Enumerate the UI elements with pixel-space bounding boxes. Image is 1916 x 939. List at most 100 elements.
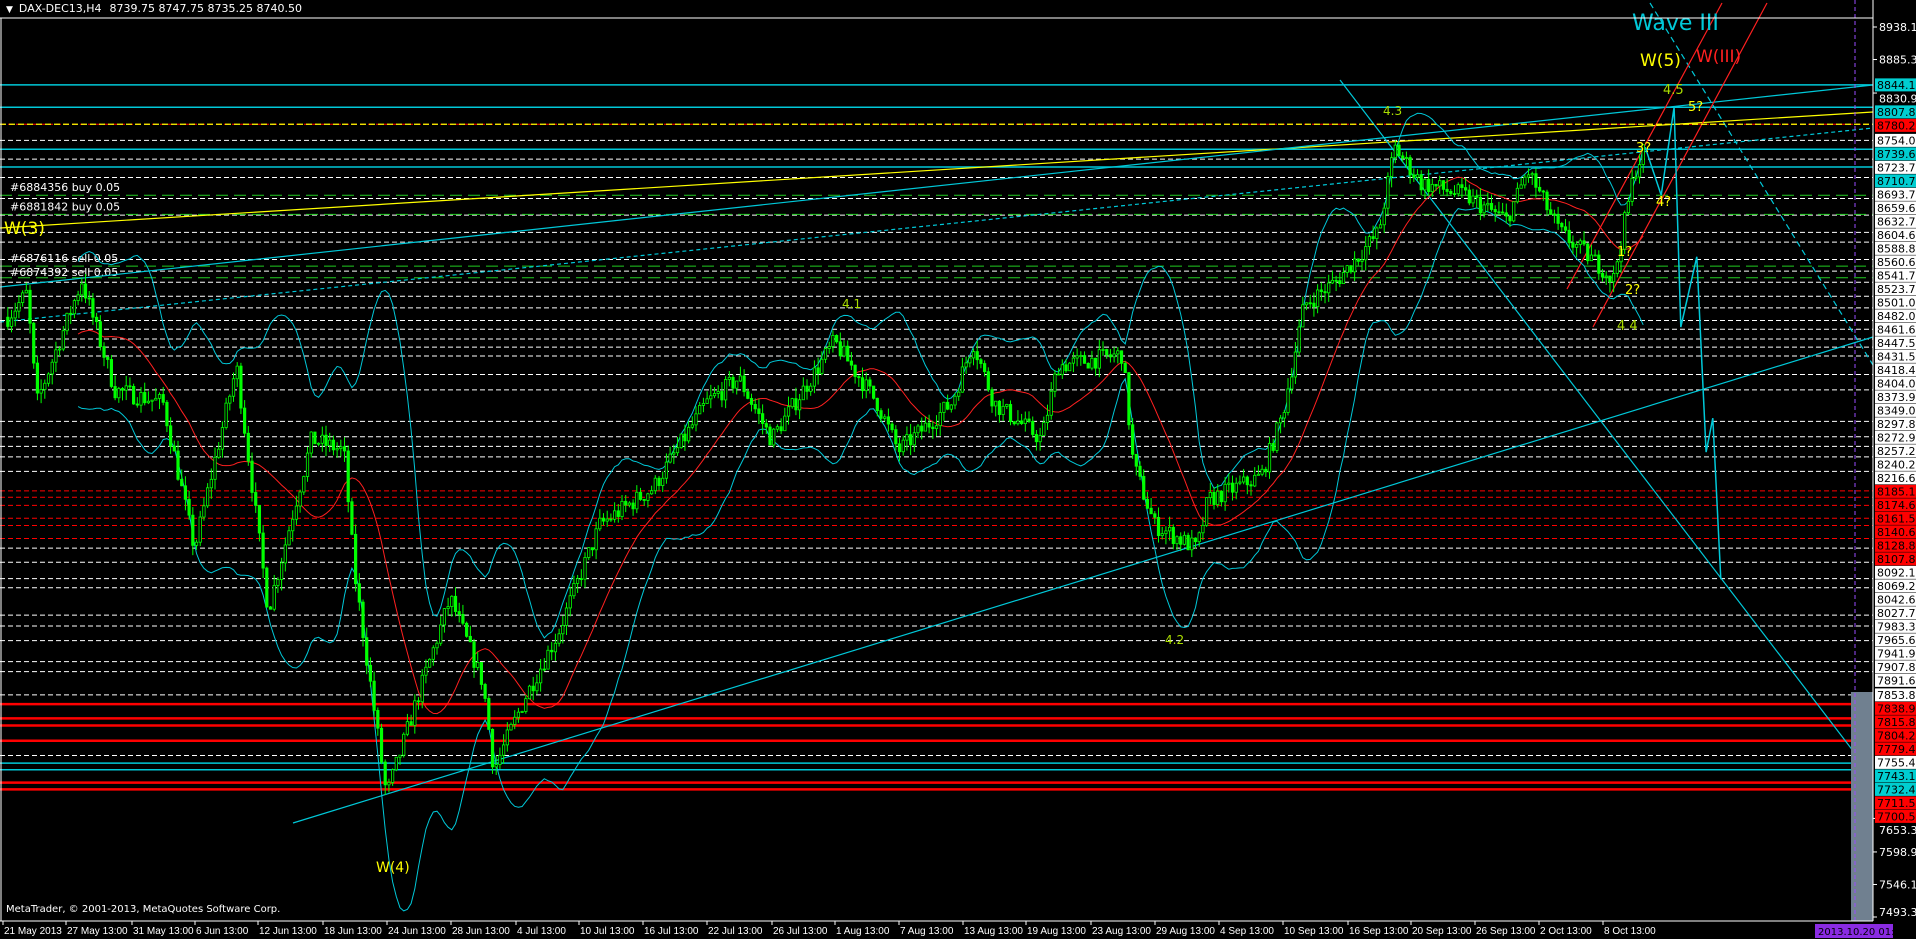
- price-tick-label: 8938.10: [1879, 21, 1916, 34]
- candle: [968, 357, 972, 364]
- candle: [653, 477, 657, 492]
- candle: [971, 351, 976, 359]
- candle: [642, 499, 646, 501]
- price-level-box: [1875, 782, 1916, 796]
- candle: [1501, 211, 1505, 214]
- price-level-box: [1875, 444, 1916, 458]
- candle: [846, 345, 850, 362]
- trendlines: [0, 2, 1874, 824]
- candle: [1127, 372, 1131, 426]
- trendline: [0, 111, 1874, 229]
- price-level-label: 8216.62: [1877, 472, 1916, 485]
- candle: [1549, 209, 1553, 215]
- price-level-box: [1875, 742, 1916, 756]
- price-level-box: [1875, 133, 1916, 147]
- candle: [590, 547, 595, 551]
- candle: [268, 606, 273, 610]
- candle: [1057, 373, 1061, 376]
- candle: [294, 505, 299, 520]
- price-level-label: 8723.70: [1877, 161, 1916, 174]
- candle: [964, 362, 968, 368]
- time-tick-label: 20 Sep 13:00: [1412, 926, 1472, 937]
- candle: [472, 641, 476, 668]
- bollinger-bands: [77, 112, 1644, 912]
- time-tick-label: 2 Oct 13:00: [1540, 926, 1592, 937]
- candle: [1219, 490, 1224, 503]
- candle: [687, 426, 691, 442]
- candle: [635, 491, 639, 510]
- candle: [1504, 212, 1508, 217]
- candle: [894, 429, 898, 445]
- dropdown-triangle-icon[interactable]: ▼: [6, 5, 13, 15]
- candle: [235, 365, 239, 380]
- candle: [1160, 533, 1164, 537]
- candle: [476, 662, 480, 668]
- wave-label: 1?: [1617, 245, 1632, 260]
- horizontal-levels: #6884356 buy 0.05 #6881842 buy 0.05 #68761…: [0, 84, 1873, 791]
- candle: [1497, 211, 1501, 214]
- candle: [927, 422, 931, 428]
- candle: [231, 378, 236, 397]
- candle: [342, 446, 347, 452]
- price-level-label: 7853.86: [1877, 689, 1916, 702]
- candle: [953, 395, 957, 406]
- candle: [1567, 229, 1571, 244]
- candle: [1049, 390, 1053, 416]
- price-tick-label: 8830.90: [1879, 92, 1916, 105]
- candle: [1116, 350, 1120, 355]
- candle: [135, 403, 139, 406]
- price-level-box: [1875, 565, 1916, 579]
- candle: [527, 685, 532, 700]
- candle: [842, 345, 846, 357]
- price-level-box: [1875, 673, 1916, 687]
- candle: [1145, 498, 1150, 509]
- candle: [1526, 174, 1531, 178]
- price-level-label: 8161.57: [1877, 512, 1916, 525]
- candle: [468, 635, 472, 643]
- candle: [61, 330, 65, 350]
- candle: [368, 664, 373, 682]
- price-level-label: 8431.59: [1877, 350, 1916, 363]
- price-level-label: 8128.80: [1877, 539, 1916, 552]
- price-level-label: 8349.01: [1877, 404, 1916, 417]
- candle: [864, 379, 868, 392]
- candle: [520, 711, 524, 713]
- wave-label: 4 4: [1617, 319, 1638, 334]
- candle: [668, 453, 672, 463]
- wave-label: 4.5: [1663, 83, 1684, 98]
- candle: [124, 385, 128, 391]
- candle: [853, 364, 857, 377]
- price-level-box: [1875, 201, 1916, 215]
- candle: [1482, 204, 1486, 214]
- candle: [331, 439, 336, 451]
- candle: [83, 283, 88, 299]
- candle: [1082, 355, 1087, 364]
- candle: [1031, 421, 1035, 435]
- time-tick-label: 12 Jun 13:00: [259, 926, 317, 937]
- candle: [409, 721, 413, 726]
- candle: [727, 376, 731, 380]
- price-level-box: [1875, 484, 1916, 498]
- candle: [1238, 481, 1242, 484]
- candle: [823, 348, 828, 360]
- candle: [942, 401, 946, 413]
- chart-header: ▼ DAX-DEC13,H4 8739.75 8747.75 8735.25 874…: [6, 2, 302, 15]
- candle: [1608, 275, 1612, 283]
- wave-label: 2?: [1625, 283, 1640, 298]
- candle: [453, 595, 458, 612]
- candle: [1415, 174, 1420, 178]
- price-level-box: [1875, 809, 1916, 823]
- price-level-label: 8501.06: [1877, 296, 1916, 309]
- candle: [132, 386, 136, 405]
- candle: [209, 478, 213, 489]
- price-level-box: [1875, 457, 1916, 471]
- candle: [761, 413, 765, 424]
- candle: [960, 366, 965, 393]
- trendline: [0, 84, 1874, 288]
- candle: [897, 443, 902, 453]
- price-level-label: 8710.79: [1877, 175, 1916, 188]
- candle: [1282, 412, 1286, 419]
- candle: [1634, 176, 1638, 179]
